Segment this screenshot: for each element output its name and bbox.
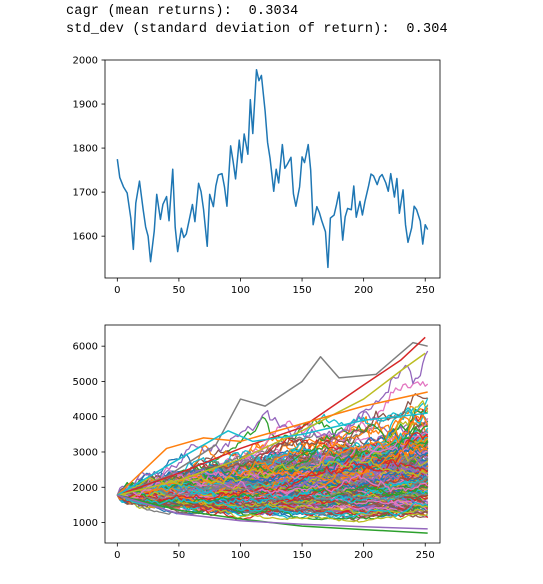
chart1-x-tick-label: 200: [354, 285, 373, 296]
price-history-chart: 0 50 100 150 200 250 1600 1700 1800 1900 2000: [73, 56, 441, 296]
chart2-y-tick-label: 2000: [73, 483, 98, 494]
chart1-y-tick-label: 2000: [73, 56, 98, 67]
simulated-path-line: [117, 483, 428, 505]
chart2-x-tick-label: 0: [114, 550, 120, 561]
simulated-path-line: [117, 352, 426, 496]
chart1-y-tick-label: 1600: [73, 232, 98, 243]
chart1-y-tick-label: 1800: [73, 144, 98, 155]
simulated-path-line: [116, 466, 429, 496]
monte-carlo-simulation-chart: 0 50 100 150 200 250 1000 2000 3000 4000 5000 6000: [73, 324, 441, 561]
chart2-y-tick-label: 4000: [73, 412, 98, 423]
chart1-y-tick-label: 1700: [73, 188, 98, 199]
simulated-path-line: [117, 435, 429, 506]
chart2-plot-frame: [104, 324, 441, 544]
cagr-output-line: cagr (mean returns): 0.3034: [66, 4, 299, 19]
chart2-x-tick-label: 200: [354, 550, 373, 561]
simulated-path-line: [117, 494, 429, 519]
chart1-x-tick-label: 250: [416, 285, 435, 296]
simulated-path-line: [116, 458, 428, 496]
chart2-y-tick-label: 6000: [73, 342, 98, 353]
chart1-x-tick-label: 50: [173, 285, 186, 296]
chart1-x-tick-label: 150: [293, 285, 312, 296]
simulated-path-line: [117, 494, 428, 530]
std-dev-output-line: std_dev (standard deviation of return): …: [66, 22, 448, 37]
chart2-y-tick-label: 1000: [73, 518, 98, 529]
simulated-path-line: [117, 491, 428, 523]
chart1-x-tick-label: 0: [114, 285, 120, 296]
simulated-path-line: [116, 476, 428, 502]
chart2-x-tick-label: 250: [416, 550, 435, 561]
chart2-x-tick-label: 50: [173, 550, 186, 561]
chart2-y-tick-label: 5000: [73, 377, 98, 388]
simulated-path-line: [116, 391, 428, 496]
chart1-plot-frame: [104, 59, 441, 279]
chart2-x-tick-label: 100: [231, 550, 250, 561]
chart2-x-tick-label: 150: [293, 550, 312, 561]
simulated-path-line: [117, 484, 428, 504]
price-series-line: [116, 68, 429, 269]
simulated-path-line: [116, 393, 428, 496]
chart1-y-tick-label: 1900: [73, 100, 98, 111]
chart2-y-tick-label: 3000: [73, 447, 98, 458]
simulated-path-line: [116, 412, 428, 496]
simulated-path-line: [117, 341, 428, 496]
simulated-path-line: [116, 446, 429, 496]
simulated-path-line: [117, 336, 426, 496]
chart1-x-tick-label: 100: [231, 285, 250, 296]
